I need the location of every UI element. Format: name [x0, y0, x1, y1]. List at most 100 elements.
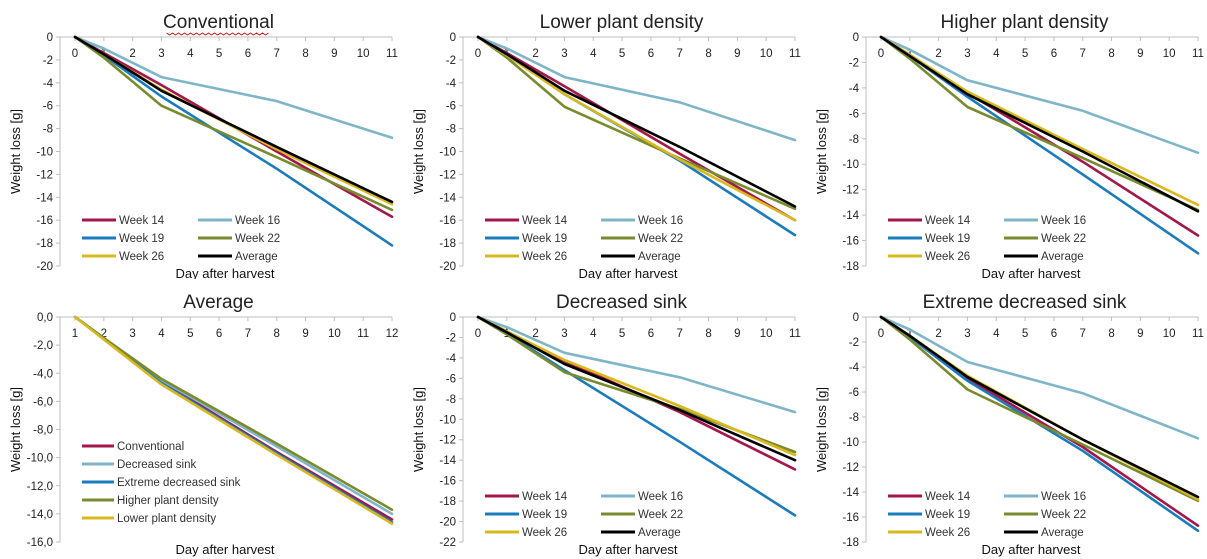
series-line-week-22 [476, 315, 797, 454]
x-tick-label: 10 [1163, 48, 1176, 60]
x-tick-label: 8 [1108, 328, 1114, 340]
legend-label-week-14: Week 14 [119, 215, 165, 227]
y-tick-label: -8 [446, 124, 456, 136]
legend-label-average: Average [638, 527, 681, 539]
chart-title: Decreased sink [556, 292, 687, 313]
y-tick-label: -12 [36, 169, 53, 181]
y-tick-label: -4 [849, 83, 860, 95]
x-tick-label: 6 [245, 48, 251, 60]
series-line-week-16 [476, 315, 797, 414]
legend-label-average: Average [1041, 527, 1084, 539]
x-tick-label: 8 [1108, 48, 1114, 60]
y-tick-label: 0 [853, 312, 859, 324]
legend-label-week-22: Week 22 [1041, 233, 1086, 245]
chart-lower-plant-density: Lower plant density 0 -2 -4 -6 -8 -10 -12 -14 -16… [411, 12, 801, 279]
x-tick-label: 11 [357, 328, 369, 340]
y-tick-label: -2 [446, 55, 456, 67]
y-tick-label: -4 [43, 78, 54, 90]
series-line-week-26 [476, 315, 797, 457]
y-tick-label: -8,0 [33, 425, 53, 437]
legend-label-decreased-sink: Decreased sink [117, 459, 197, 471]
x-tick-label: 5 [619, 328, 625, 340]
y-tick-label: -18 [439, 496, 456, 508]
chart-title: Average [183, 292, 253, 313]
y-tick-label: -4,0 [33, 368, 53, 380]
y-tick-label: -8 [849, 134, 859, 146]
y-tick-label: -2 [849, 337, 859, 349]
y-tick-label: -10,0 [27, 453, 53, 465]
x-tick-label: 1 [72, 328, 78, 340]
x-tick-label: 10 [328, 328, 341, 340]
y-tick-label: -16 [439, 215, 456, 227]
x-tick-label: 2 [532, 328, 538, 340]
x-tick-label: 10 [760, 48, 773, 60]
x-tick-label: 6 [648, 328, 654, 340]
y-tick-label: -14 [842, 487, 859, 499]
series-line-week-22 [879, 35, 1200, 212]
legend-label-week-22: Week 22 [1041, 509, 1086, 521]
y-tick-label: -14 [439, 192, 456, 204]
y-tick-label: -12 [842, 185, 859, 197]
x-tick-label: 0 [475, 48, 481, 60]
x-tick-label: 3 [129, 328, 135, 340]
y-tick-label: -6,0 [33, 396, 53, 408]
x-tick-label: 9 [734, 328, 740, 340]
y-tick-label: -10 [842, 159, 859, 171]
x-tick-label: 8 [705, 48, 711, 60]
x-tick-label: 4 [993, 328, 1000, 340]
legend-label-week-14: Week 14 [522, 491, 568, 503]
x-tick-label: 12 [386, 328, 399, 340]
y-tick-label: -14 [842, 210, 859, 222]
legend-label-week-16: Week 16 [1041, 215, 1086, 227]
chart-panel-average: Average 0,0 -2,0 -4,0 -6,0 -8,0 -10,0 -12,0 -14,… [0, 280, 400, 559]
legend-label-week-14: Week 14 [925, 491, 971, 503]
series-line-week-26 [879, 35, 1200, 207]
series-line-average [476, 315, 797, 462]
x-tick-label: 4 [158, 328, 165, 340]
x-tick-label: 3 [964, 328, 970, 340]
x-tick-label: 10 [760, 328, 773, 340]
chart-panel-decreased-sink: Decreased sink 0 -2 -4 -6 -8 -10 -12 -14 -16 -18 -2… [403, 280, 803, 559]
x-tick-label: 1 [907, 328, 913, 340]
y-tick-label: -14,0 [27, 509, 53, 521]
y-tick-label: -16 [842, 236, 859, 248]
x-tick-label: 3 [561, 328, 567, 340]
chart-title: Higher plant density [941, 12, 1109, 33]
x-tick-label: 0 [878, 48, 884, 60]
series-line-week-16 [73, 35, 394, 140]
x-tick-label: 4 [187, 48, 194, 60]
y-tick-label: -4 [446, 78, 457, 90]
x-tick-label: 0 [72, 48, 78, 60]
x-tick-label: 7 [677, 48, 683, 60]
y-axis-label: Weight loss [g] [814, 109, 829, 194]
series-line-week-16 [476, 35, 797, 142]
chart-average: Average 0,0 -2,0 -4,0 -6,0 -8,0 -10,0 -12,0 -14,… [8, 292, 399, 557]
x-tick-label: 3 [561, 48, 567, 60]
legend-label-week-16: Week 16 [235, 215, 280, 227]
series-line-week-16 [879, 35, 1200, 155]
legend-label-week-14: Week 14 [925, 215, 971, 227]
legend-label-week-19: Week 19 [522, 233, 567, 245]
y-tick-label: -8 [849, 412, 859, 424]
series-line-average [879, 35, 1200, 213]
x-tick-label: 2 [935, 48, 941, 60]
x-tick-label: 4 [590, 48, 597, 60]
legend-label-average: Average [1041, 251, 1084, 263]
x-tick-label: 5 [216, 48, 222, 60]
y-tick-label: 0 [450, 32, 456, 44]
series-line-week-22 [879, 315, 1200, 503]
x-axis-label: Day after harvest [982, 542, 1081, 557]
y-tick-label: -16 [36, 215, 53, 227]
y-tick-label: -18 [842, 537, 859, 549]
x-tick-label: 6 [1051, 48, 1057, 60]
x-tick-label: 11 [1192, 328, 1204, 340]
y-tick-label: -16 [842, 512, 859, 524]
series-line-average [879, 315, 1200, 499]
y-tick-label: -6 [446, 373, 456, 385]
legend-label-week-26: Week 26 [522, 251, 567, 263]
legend-label-average: Average [638, 251, 681, 263]
y-tick-label: 0 [47, 32, 53, 44]
chart-panel-higher-plant-density: Higher plant density 0 -2 -4 -6 -8 -10 -12 -14 -1… [806, 0, 1206, 279]
x-tick-label: 2 [129, 48, 135, 60]
x-tick-label: 8 [274, 328, 280, 340]
